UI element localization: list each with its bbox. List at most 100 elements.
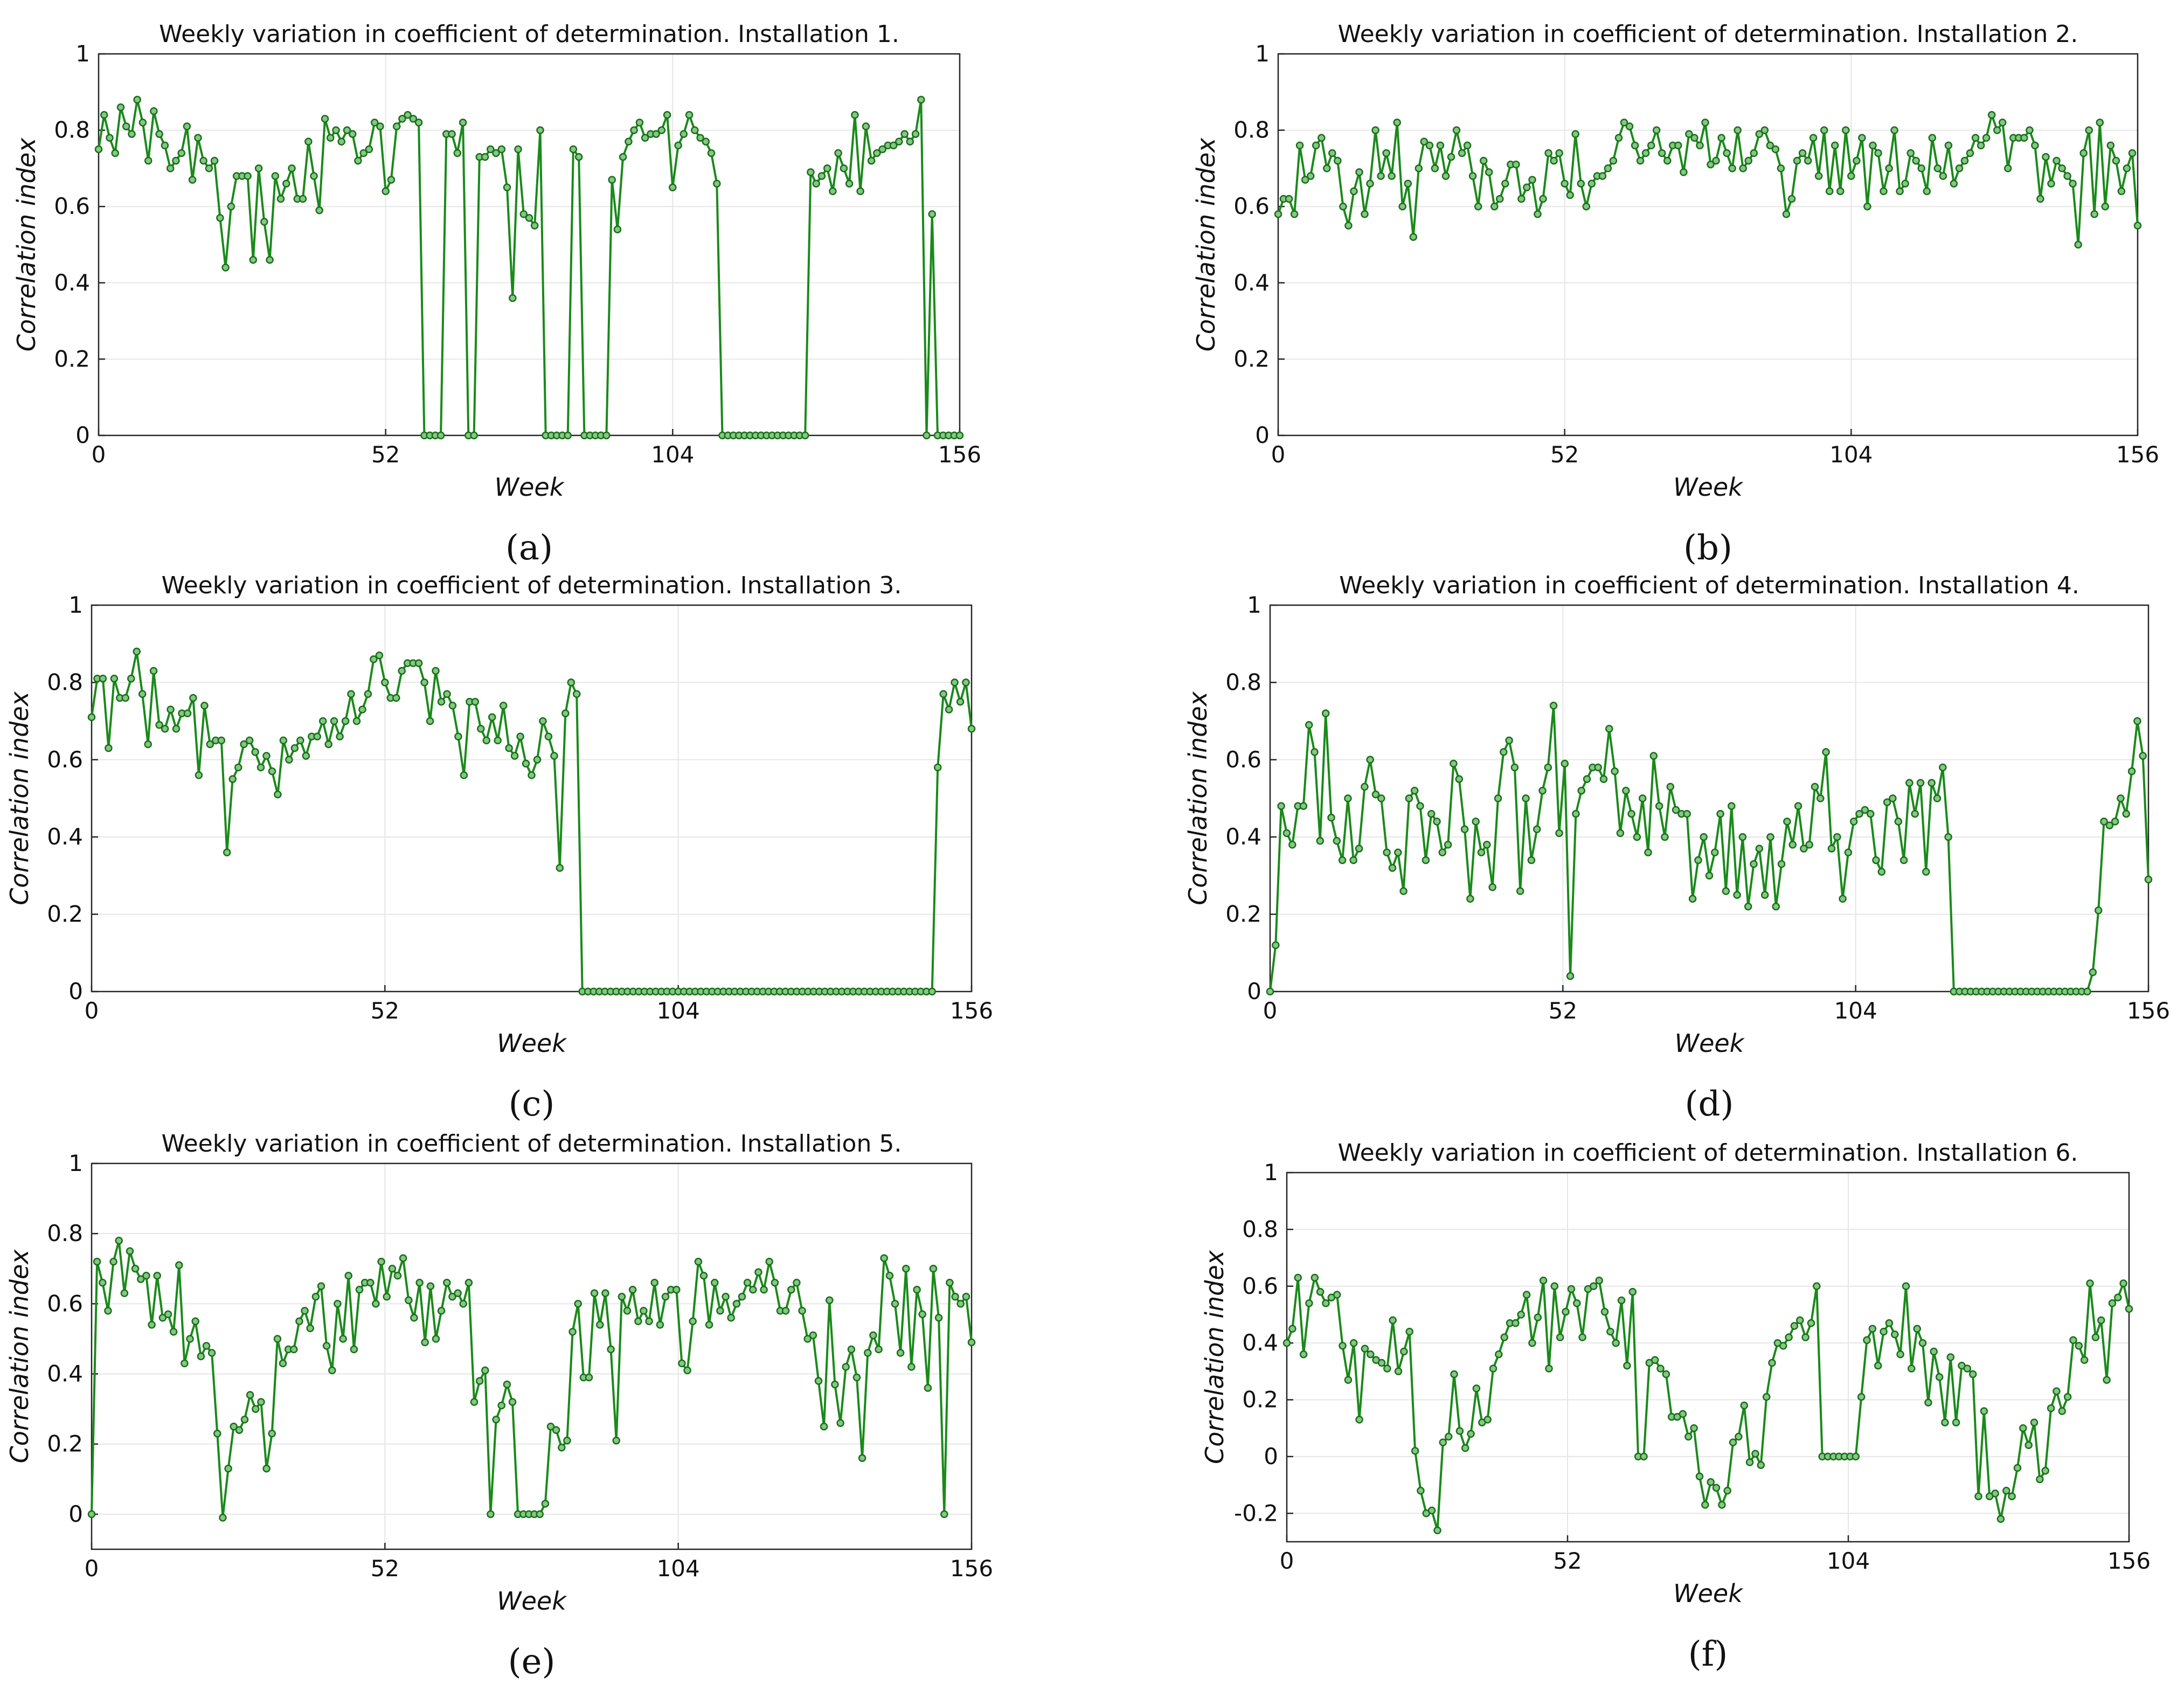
- data-point: [372, 1300, 380, 1308]
- data-point: [1483, 1416, 1492, 1424]
- data-point: [1299, 1350, 1308, 1359]
- data-point: [1963, 1364, 1972, 1373]
- data-point: [699, 1272, 708, 1280]
- data-point: [1436, 141, 1445, 150]
- data-point: [2075, 1342, 2083, 1350]
- data-point: [2117, 187, 2126, 196]
- data-point: [497, 1401, 505, 1410]
- data-point: [1609, 156, 1618, 165]
- data-point: [310, 172, 318, 180]
- data-point: [1777, 164, 1785, 172]
- data-point: [556, 864, 564, 872]
- data-point: [1422, 856, 1430, 864]
- data-point: [1734, 126, 1742, 134]
- data-point: [128, 130, 136, 138]
- data-point: [1322, 1299, 1330, 1307]
- data-point: [240, 1415, 249, 1424]
- data-point: [691, 126, 699, 134]
- data-point: [1974, 1492, 1982, 1500]
- y-tick-label: 0.6: [54, 193, 90, 219]
- data-point: [1977, 141, 1985, 150]
- data-point: [1930, 1347, 1938, 1356]
- data-point: [487, 1510, 495, 1519]
- data-point: [672, 1286, 681, 1294]
- data-point: [1573, 1299, 1581, 1307]
- data-point: [1489, 1364, 1497, 1373]
- data-point: [2074, 240, 2082, 249]
- data-point: [109, 1258, 117, 1266]
- data-point: [1625, 122, 1634, 130]
- data-point: [713, 179, 721, 188]
- data-point: [1528, 176, 1536, 184]
- data-point: [344, 1272, 352, 1280]
- data-point: [1344, 794, 1352, 802]
- data-point: [224, 1465, 232, 1473]
- data-point: [415, 1279, 424, 1287]
- data-point: [2089, 968, 2097, 976]
- data-point: [1831, 141, 1839, 150]
- data-point: [1616, 829, 1625, 837]
- data-point: [1679, 1410, 1687, 1418]
- y-axis-label: Correlation index: [1191, 137, 1221, 352]
- data-point: [1877, 868, 1886, 876]
- data-point: [2144, 875, 2153, 884]
- data-point: [711, 1279, 719, 1287]
- data-point: [1405, 1327, 1413, 1336]
- data-point: [1723, 149, 1731, 157]
- data-point: [1617, 1296, 1626, 1305]
- data-point: [87, 713, 96, 722]
- data-point: [1355, 844, 1363, 853]
- panel-label: (d): [1685, 1084, 1734, 1124]
- axes-frame: [98, 53, 961, 436]
- data-point: [1388, 864, 1397, 872]
- data-point: [448, 130, 456, 138]
- data-point: [392, 694, 400, 702]
- data-point: [1590, 1282, 1598, 1291]
- data-point: [1980, 1407, 1988, 1415]
- data-point: [564, 431, 572, 440]
- data-point: [1321, 709, 1330, 718]
- data-point: [2101, 202, 2110, 211]
- data-point: [1389, 1316, 1397, 1325]
- data-point: [460, 771, 468, 779]
- data-point: [375, 651, 384, 660]
- data-point: [426, 1282, 435, 1291]
- data-point: [1539, 195, 1547, 203]
- panel-label: (c): [509, 1084, 555, 1124]
- panel-label: (f): [1688, 1634, 1728, 1674]
- y-tick-label: 1: [1247, 592, 1261, 618]
- data-point: [392, 122, 401, 130]
- data-point: [1872, 856, 1880, 864]
- data-point: [1468, 172, 1477, 180]
- data-point: [2047, 179, 2055, 188]
- data-point: [1620, 119, 1628, 127]
- data-point: [252, 1405, 260, 1413]
- data-point: [398, 667, 406, 675]
- data-point: [169, 1328, 178, 1336]
- data-point: [437, 698, 446, 706]
- data-point: [1522, 1291, 1531, 1299]
- data-point: [2069, 179, 2077, 188]
- x-tick-label: 156: [2107, 1548, 2151, 1574]
- data-point: [1813, 1282, 1821, 1291]
- data-point: [1705, 871, 1714, 880]
- data-point: [437, 1307, 446, 1315]
- data-point: [1328, 149, 1336, 157]
- data-point: [1822, 748, 1830, 756]
- data-point: [1467, 1430, 1475, 1438]
- data-point: [1760, 126, 1769, 134]
- data-point: [1991, 1489, 1999, 1498]
- data-point: [282, 179, 290, 188]
- data-point: [421, 1338, 429, 1347]
- data-point: [864, 1349, 872, 1357]
- data-point: [1833, 833, 1841, 841]
- data-point: [348, 130, 357, 138]
- data-point: [743, 1279, 752, 1287]
- data-point: [142, 1272, 150, 1280]
- data-point: [607, 1345, 615, 1354]
- data-point: [807, 168, 815, 176]
- data-point: [558, 1443, 566, 1452]
- data-point: [933, 763, 942, 772]
- data-point: [339, 1335, 347, 1343]
- data-point: [1855, 809, 1863, 818]
